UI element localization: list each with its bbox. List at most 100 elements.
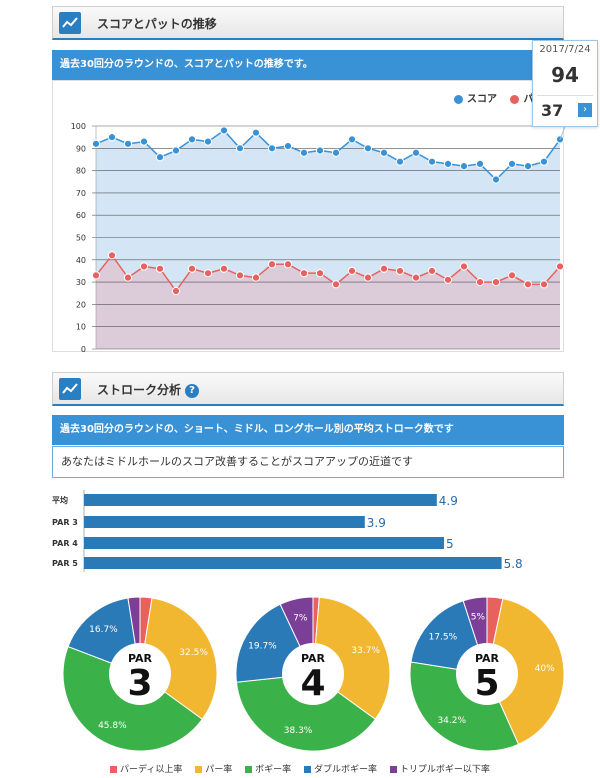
- score-point: [203, 137, 213, 146]
- chevron-right-icon[interactable]: ›: [578, 103, 592, 117]
- putt-point: [539, 280, 549, 289]
- putt-point: [235, 271, 245, 280]
- line-chart-icon: [59, 378, 81, 400]
- y-tick-label: 50: [76, 234, 86, 243]
- pie-slice: [486, 598, 565, 745]
- putt-point: [203, 269, 213, 278]
- bar-category-label: 平均: [52, 495, 68, 505]
- score-point: [315, 146, 325, 155]
- pie-slice: [312, 596, 391, 720]
- putt-point: [555, 262, 565, 271]
- section-description: 過去30回分のラウンドの、ショート、ミドル、ロングホール別の平均ストローク数です: [52, 415, 564, 445]
- putt-point: [139, 262, 149, 271]
- score-point: [523, 162, 533, 171]
- score-point: [379, 148, 389, 157]
- score-point: [539, 157, 549, 166]
- line-legend: スコア パ: [454, 90, 533, 105]
- pie-slice: [235, 673, 376, 752]
- bar: [84, 537, 444, 549]
- putt-point: [491, 278, 501, 287]
- bar-value-label: 4.9: [439, 494, 458, 508]
- score-point: [475, 159, 485, 169]
- pie-slice-label: 33.7%: [351, 646, 380, 656]
- pie-slice-label: 45.8%: [98, 721, 127, 731]
- pie-slice-label: 34.2%: [437, 716, 466, 726]
- putt-point: [219, 264, 229, 273]
- legend-putt[interactable]: パ: [510, 94, 533, 105]
- score-dot-icon: [454, 94, 463, 104]
- pie-charts: 32.5%45.8%16.7%PAR333.7%38.3%19.7%7%PAR4…: [62, 596, 565, 752]
- help-icon[interactable]: ?: [185, 383, 200, 398]
- legend-score[interactable]: スコア: [454, 94, 497, 105]
- pie-slice-label: 16.7%: [89, 625, 118, 635]
- putt-point: [187, 264, 197, 273]
- legend-par[interactable]: パー率: [195, 765, 232, 775]
- bar-value-label: 5: [446, 537, 454, 551]
- putt-area: [96, 255, 560, 349]
- score-point: [123, 139, 133, 148]
- pie-legend: パーディ以上率 パー率 ボギー率 ダブルボギー率 トリプルボギー以下率: [110, 762, 490, 775]
- score-point: [139, 137, 149, 146]
- pie-center: [109, 643, 171, 705]
- score-point: [187, 135, 197, 144]
- y-tick-label: 30: [76, 278, 86, 287]
- putt-point: [379, 264, 389, 273]
- line-chart: 0 10 20 30 40 50 60 70 80 90 100: [71, 122, 567, 354]
- y-tick-label: 60: [76, 211, 86, 220]
- putt-point: [411, 273, 421, 282]
- y-tick-label: 100: [71, 122, 86, 131]
- score-point: [267, 144, 277, 153]
- data-tooltip: 2017/7/24 94 37 ›: [532, 40, 598, 127]
- pie-slice-label: 32.5%: [179, 648, 208, 658]
- score-point: [299, 148, 309, 157]
- bar-value-label: 3.9: [367, 516, 386, 530]
- putt-point: [475, 278, 485, 287]
- pie-center-number: 5: [474, 663, 499, 704]
- legend-bogey[interactable]: ボギー率: [245, 765, 291, 775]
- pie-slice-label: 5%: [471, 613, 486, 623]
- section-description: 過去30回分のラウンドの、スコアとパットの推移です。: [52, 50, 564, 80]
- score-point: [491, 175, 501, 184]
- line-chart-icon: [59, 12, 81, 34]
- score-point: [443, 159, 453, 169]
- score-point: [411, 148, 421, 157]
- tooltip-score: 94: [551, 63, 579, 87]
- putt-point: [395, 266, 405, 276]
- section-title: スコアとパットの推移: [97, 17, 217, 31]
- putt-point: [299, 269, 309, 278]
- y-tick-label: 80: [76, 167, 86, 176]
- putt-point: [427, 266, 437, 276]
- putt-point: [331, 280, 341, 289]
- legend-double-bogey[interactable]: ダブルボギー率: [304, 765, 377, 775]
- score-point: [283, 141, 293, 151]
- score-point: [331, 148, 341, 157]
- tooltip-putt: 37: [541, 101, 564, 120]
- legend-triple-bogey[interactable]: トリプルボギー以下率: [389, 765, 490, 775]
- bar: [84, 516, 365, 528]
- bar: [84, 494, 437, 506]
- pie-slice: [139, 597, 218, 720]
- pie-center-label: PAR: [301, 652, 326, 665]
- score-point: [219, 126, 229, 135]
- birdie-square-icon: [110, 766, 117, 773]
- putt-point: [507, 271, 517, 280]
- score-point: [171, 146, 181, 155]
- score-point: [363, 144, 373, 153]
- score-point: [395, 157, 405, 166]
- pie-slice-label: 7%: [293, 613, 308, 623]
- putt-point: [251, 273, 261, 282]
- score-point: [251, 128, 261, 137]
- par-square-icon: [195, 766, 203, 773]
- y-tick-label: 40: [76, 256, 86, 265]
- advice-message: あなたはミドルホールのスコア改善することがスコアアップの近道です: [52, 446, 564, 478]
- putt-point: [123, 273, 133, 282]
- score-point: [235, 144, 245, 153]
- legend-birdie[interactable]: パーディ以上率: [110, 765, 182, 775]
- putt-point: [267, 260, 277, 269]
- bar: [84, 557, 502, 569]
- stroke-analysis-section-header: ストローク分析?: [52, 372, 564, 406]
- pie-slice-label: 19.7%: [248, 642, 277, 652]
- bar-category-label: PAR 3: [52, 518, 78, 527]
- putt-point: [347, 266, 357, 276]
- score-point: [427, 157, 437, 166]
